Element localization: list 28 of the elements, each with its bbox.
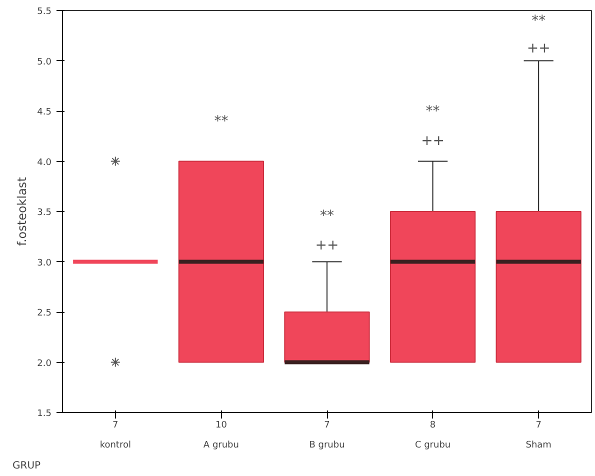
x-axis-title: GRUP — [12, 460, 41, 472]
annotation: ++ — [315, 237, 339, 254]
y-tick-label: 4.5 — [37, 108, 52, 118]
x-tick-label: C grubu — [414, 440, 451, 450]
text: 7 — [536, 420, 542, 430]
annotation: ** — [426, 103, 440, 120]
annotation: ++ — [526, 40, 550, 56]
y-tick-label: 2.0 — [37, 358, 52, 369]
annotation: ++ — [421, 132, 445, 149]
text: 10 — [215, 420, 228, 430]
y-tick-label: 5.0 — [37, 57, 52, 68]
y-tick-label: 4.0 — [37, 158, 52, 168]
annotation: ** — [532, 12, 546, 29]
annotation: ** — [214, 113, 228, 130]
x-tick-label: Sham — [526, 440, 552, 450]
y-tick-label: 3.0 — [37, 258, 52, 268]
annotation: ** — [320, 208, 334, 224]
y-tick-label: 3.5 — [37, 208, 52, 218]
x-tick-label: B grubu — [309, 440, 345, 450]
text: 8 — [430, 420, 436, 430]
y-tick-label: 5.5 — [37, 7, 52, 17]
x-tick-label: kontrol — [100, 440, 131, 450]
text: 7 — [112, 420, 118, 430]
x-tick-label: A grubu — [203, 440, 239, 450]
y-tick-label: 1.5 — [37, 409, 52, 419]
y-axis-title: f.osteoklast — [15, 176, 30, 246]
text: 7 — [324, 420, 330, 430]
y-tick-label: 2.5 — [37, 308, 52, 318]
